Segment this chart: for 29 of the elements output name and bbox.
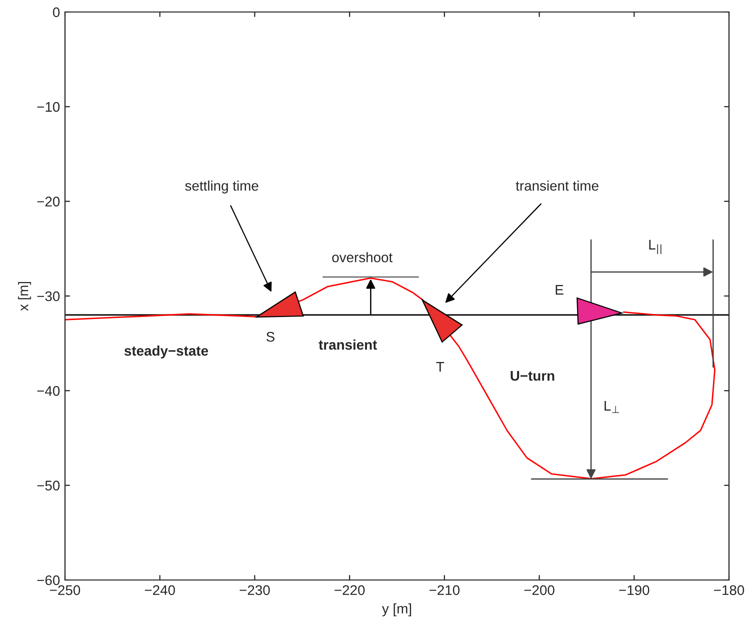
x-axis-title: y [m] xyxy=(382,603,412,616)
annotation: steady−state xyxy=(124,346,208,358)
annotation: overshoot xyxy=(332,252,393,262)
y-tick-label: −50 xyxy=(37,480,60,491)
y-tick-label: 0 xyxy=(52,7,60,18)
x-tick-label: −250 xyxy=(50,585,80,596)
annotation: T xyxy=(436,362,444,372)
annotation: U−turn xyxy=(510,371,554,381)
y-axis-title: x [m] xyxy=(18,282,32,311)
x-tick-label: −240 xyxy=(144,585,175,596)
y-tick-label: −60 xyxy=(37,575,60,586)
x-tick-label: −220 xyxy=(334,585,365,596)
y-tick-label: −20 xyxy=(37,196,60,207)
x-tick-label: −210 xyxy=(429,585,460,596)
annotation: L$_{⊥}$ xyxy=(604,401,619,413)
x-tick-label: −180 xyxy=(714,585,744,596)
annotation: transient time xyxy=(516,180,598,191)
annotation: S xyxy=(266,332,274,342)
x-tick-label: −200 xyxy=(524,585,554,596)
annotation: transient xyxy=(318,340,378,350)
line-series xyxy=(65,277,716,480)
y-tick-label: −30 xyxy=(37,291,60,302)
annotation: L$_{||}$ xyxy=(649,240,662,254)
x-tick-label: −190 xyxy=(619,585,650,596)
annotation: E xyxy=(556,285,564,295)
x-tick-label: −230 xyxy=(240,585,270,596)
annotation: settling time xyxy=(185,180,258,194)
y-tick-label: −40 xyxy=(37,386,60,396)
y-tick-label: −10 xyxy=(37,102,60,112)
